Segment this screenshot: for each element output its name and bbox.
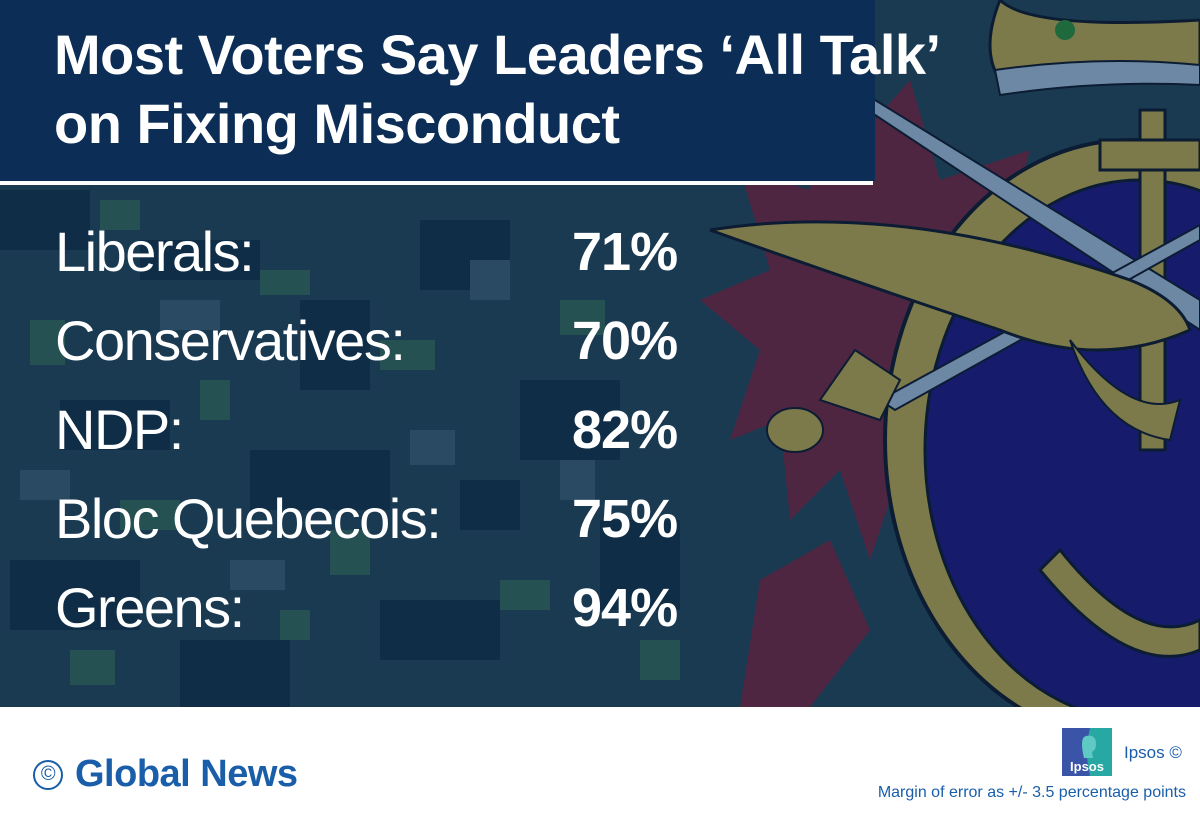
- party-label: Liberals:: [55, 220, 255, 283]
- copyright-icon: ©: [33, 759, 63, 790]
- result-row-liberals: Liberals: 71%: [0, 212, 720, 301]
- title-line-2: on Fixing Misconduct: [54, 92, 620, 155]
- party-label: Greens:: [55, 576, 245, 639]
- ipsos-logo-icon: Ipsos: [1062, 728, 1112, 776]
- result-row-conservatives: Conservatives: 70%: [0, 301, 720, 390]
- result-row-greens: Greens: 94%: [0, 568, 720, 657]
- party-percentage: 94%: [572, 578, 678, 638]
- title-line-1: Most Voters Say Leaders ‘All Talk’: [54, 23, 941, 86]
- party-percentage: 82%: [572, 400, 678, 460]
- brand-name: Global News: [75, 753, 298, 795]
- party-label: NDP:: [55, 398, 184, 461]
- svg-text:Ipsos: Ipsos: [1070, 759, 1104, 774]
- party-percentage: 71%: [572, 222, 678, 282]
- party-percentage: 70%: [572, 311, 678, 371]
- party-label: Bloc Quebecois:: [55, 487, 442, 550]
- results-list: Liberals: 71% Conservatives: 70% NDP: 82…: [0, 212, 720, 657]
- result-row-bloc: Bloc Quebecois: 75%: [0, 479, 720, 568]
- margin-of-error-note: Margin of error as +/- 3.5 percentage po…: [877, 784, 1186, 801]
- title-band: [0, 0, 875, 181]
- pollster-credit: Ipsos ©: [1124, 743, 1182, 762]
- party-label: Conservatives:: [55, 309, 406, 372]
- global-news-brand: © Global News: [33, 753, 298, 796]
- result-row-ndp: NDP: 82%: [0, 390, 720, 479]
- infographic: Most Voters Say Leaders ‘All Talk’ on Fi…: [0, 0, 1200, 707]
- armed-forces-emblem: [700, 0, 1200, 707]
- footer: © Global News Ipsos Ipsos © Margin of er…: [0, 707, 1200, 827]
- title-divider: [0, 181, 873, 185]
- page-title: Most Voters Say Leaders ‘All Talk’ on Fi…: [54, 20, 941, 158]
- party-percentage: 75%: [572, 489, 678, 549]
